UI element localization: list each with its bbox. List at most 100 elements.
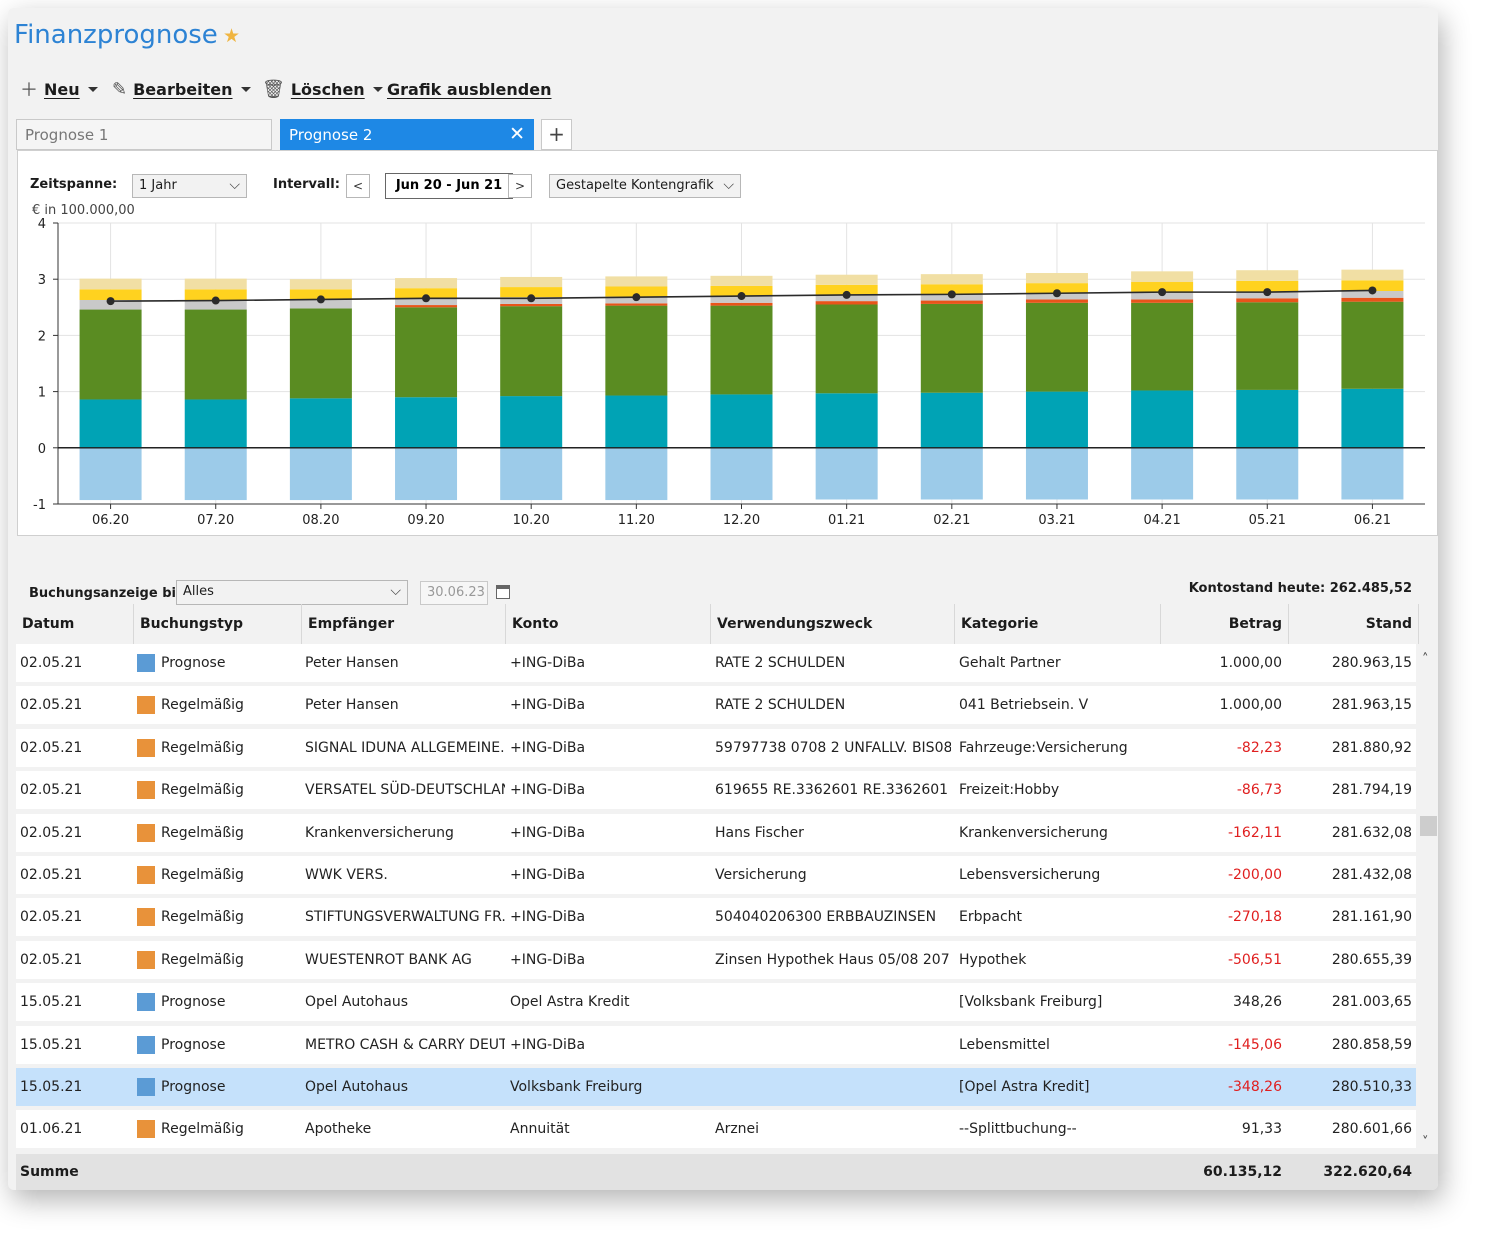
- x-tick-label: 11.20: [618, 513, 655, 528]
- bar-segment: [1236, 389, 1299, 448]
- scrollbar-thumb[interactable]: [1420, 816, 1437, 836]
- edit-button-label: Bearbeiten: [133, 79, 233, 99]
- column-header-datum[interactable]: Datum: [16, 604, 134, 644]
- balance-point: [106, 297, 115, 306]
- bar-segment: [920, 274, 983, 285]
- bar-segment: [1236, 447, 1299, 500]
- bar-segment: [1131, 271, 1194, 283]
- cell-typ: Prognose: [161, 655, 226, 671]
- bar-segment: [1131, 302, 1194, 391]
- interval-prev-button[interactable]: <: [346, 174, 370, 198]
- cell-stand: 280.858,59: [1331, 1036, 1412, 1053]
- table-row[interactable]: 02.05.21 Regelmäßig Krankenversicherung +IN…: [16, 813, 1416, 852]
- cell-datum: 15.05.21: [20, 1036, 83, 1053]
- table-row[interactable]: 02.05.21 Prognose Peter Hansen +ING-DiBa RAT…: [16, 644, 1416, 682]
- y-tick-label: 3: [38, 273, 46, 288]
- booking-type-swatch: [137, 1078, 155, 1096]
- add-tab-button[interactable]: +: [541, 119, 572, 150]
- table-row[interactable]: 01.06.21 Regelmäßig Apotheke Annuität Arznei…: [16, 1110, 1416, 1149]
- table-row[interactable]: 02.05.21 Regelmäßig WUESTENROT BANK AG +ING…: [16, 940, 1416, 979]
- table-row[interactable]: 02.05.21 Regelmäßig Peter Hansen +ING-DiBa R…: [16, 686, 1416, 725]
- bar-segment: [289, 308, 352, 399]
- bar-segment: [710, 285, 773, 297]
- column-header-stand[interactable]: Stand: [1289, 604, 1419, 644]
- buchungsanzeige-value: Alles: [183, 584, 214, 599]
- chart-type-select[interactable]: Gestapelte Kontengrafik ⌵: [549, 174, 741, 198]
- kontostand-today: Kontostand heute: 262.485,52: [1188, 581, 1412, 596]
- bar-segment: [500, 396, 563, 448]
- zeitspanne-value: 1 Jahr: [139, 178, 177, 193]
- bar-segment: [1341, 297, 1404, 302]
- intervall-label: Intervall:: [273, 177, 340, 192]
- cell-kategorie: Erbpacht: [959, 909, 1023, 926]
- cell-konto: +ING-DiBa: [510, 867, 586, 883]
- column-header-betrag[interactable]: Betrag: [1161, 604, 1289, 644]
- column-header-konto[interactable]: Konto: [506, 604, 711, 644]
- table-row[interactable]: 15.05.21 Prognose Opel Autohaus Volksbank F…: [16, 1068, 1416, 1106]
- tab-prognose-1[interactable]: Prognose 1: [16, 119, 272, 150]
- bar-segment: [605, 447, 668, 501]
- balance-point: [947, 290, 956, 299]
- edit-button[interactable]: ✎ Bearbeiten: [112, 76, 251, 102]
- bar-segment: [1341, 301, 1404, 389]
- column-header-buchungstyp[interactable]: Buchungstyp: [134, 604, 302, 644]
- hide-chart-button[interactable]: Grafik ausblenden: [387, 76, 551, 102]
- table-row[interactable]: 15.05.21 Prognose Opel Autohaus Opel Astra …: [16, 983, 1416, 1022]
- cell-datum: 02.05.21: [20, 824, 83, 841]
- chart-panel: Zeitspanne: 1 Jahr ⌵ Intervall: < Jun 20…: [17, 150, 1438, 536]
- booking-type-swatch: [137, 908, 155, 927]
- cell-kategorie: --Splittbuchung--: [959, 1121, 1077, 1138]
- cell-betrag: 348,26: [1233, 994, 1282, 1011]
- bar-segment: [1236, 298, 1299, 303]
- bar-segment: [500, 447, 563, 501]
- balance-point: [632, 293, 641, 302]
- bar-segment: [710, 302, 773, 306]
- bar-segment: [184, 289, 247, 300]
- balance-point: [1158, 288, 1167, 297]
- plus-icon: ＋: [20, 80, 38, 101]
- date-field[interactable]: 30.06.23: [420, 581, 488, 605]
- x-tick-label: 06.21: [1354, 513, 1391, 528]
- table-row[interactable]: 02.05.21 Regelmäßig VERSATEL SÜD-DEUTSCHLA…: [16, 771, 1416, 810]
- table-row[interactable]: 15.05.21 Prognose METRO CASH & CARRY DEUT.…: [16, 1025, 1416, 1064]
- cell-empfaenger: Opel Autohaus: [305, 994, 408, 1011]
- cell-betrag: -200,00: [1227, 867, 1282, 883]
- cell-zweck: [715, 1026, 951, 1064]
- scroll-up-icon[interactable]: ˄: [1422, 652, 1429, 667]
- bar-segment: [395, 307, 458, 398]
- balance-point: [1368, 286, 1377, 295]
- cell-typ: Regelmäßig: [161, 697, 244, 714]
- cell-kategorie: 041 Betriebsein. V: [959, 697, 1089, 714]
- buchungsanzeige-label: Buchungsanzeige bis: [29, 586, 184, 601]
- favorite-star-icon[interactable]: ★: [223, 25, 241, 47]
- column-header-kategorie[interactable]: Kategorie: [955, 604, 1161, 644]
- table-row[interactable]: 02.05.21 Regelmäßig SIGNAL IDUNA ALLGEMEIN…: [16, 728, 1416, 767]
- close-icon[interactable]: ✕: [509, 123, 525, 145]
- delete-button[interactable]: 🗑 Löschen: [262, 76, 383, 102]
- cell-zweck: [715, 983, 951, 1021]
- bar-segment: [1131, 282, 1194, 293]
- chevron-down-icon: [240, 86, 251, 92]
- x-tick-label: 06.20: [92, 513, 129, 528]
- buchungsanzeige-select[interactable]: Alles ⌵: [176, 580, 408, 605]
- cell-stand: 280.510,33: [1331, 1079, 1412, 1095]
- scroll-down-icon[interactable]: ˅: [1422, 1135, 1429, 1150]
- bar-segment: [79, 309, 142, 400]
- cell-datum: 02.05.21: [20, 909, 83, 926]
- new-button[interactable]: ＋ Neu: [20, 76, 98, 102]
- bar-segment: [184, 447, 247, 501]
- cell-datum: 15.05.21: [20, 994, 83, 1011]
- zeitspanne-select[interactable]: 1 Jahr ⌵: [132, 174, 247, 198]
- y-tick-label: 1: [38, 386, 46, 401]
- bar-segment: [710, 305, 773, 395]
- tab-prognose-2[interactable]: Prognose 2 ✕: [280, 119, 534, 150]
- stacked-account-chart: -1 0 1 2 3 4 06.20 07.20 08.20 09.20 10.20 11.20 12.…: [33, 217, 1425, 528]
- table-row[interactable]: 02.05.21 Regelmäßig WWK VERS. +ING-DiBa Vers…: [16, 856, 1416, 894]
- calendar-icon[interactable]: [496, 585, 510, 599]
- cell-konto: +ING-DiBa: [510, 909, 586, 926]
- cell-typ: Regelmäßig: [161, 951, 244, 968]
- interval-next-button[interactable]: >: [508, 174, 532, 198]
- column-header-empfaenger[interactable]: Empfänger: [302, 604, 506, 644]
- table-row[interactable]: 02.05.21 Regelmäßig STIFTUNGSVERWALTUNG FR…: [16, 898, 1416, 937]
- column-header-verwendungszweck[interactable]: Verwendungszweck: [711, 604, 955, 644]
